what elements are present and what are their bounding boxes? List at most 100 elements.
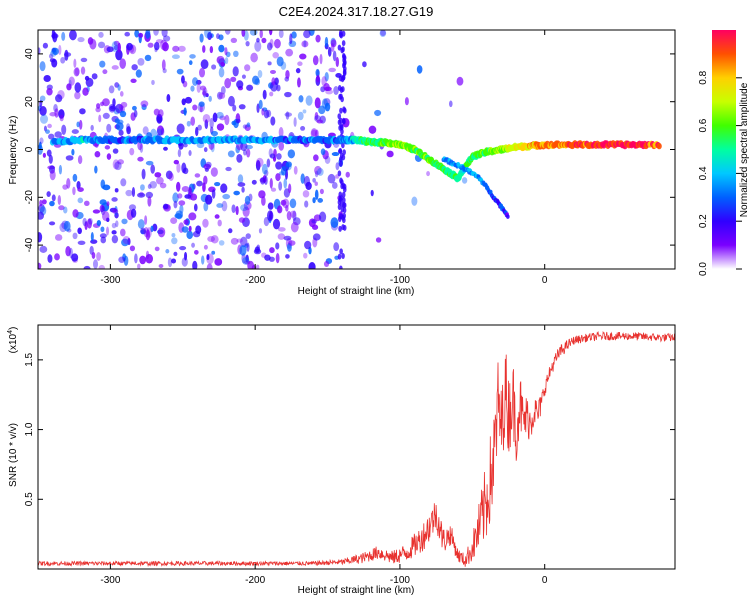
spectrogram-noise-blob [45,129,50,134]
spectrogram-noise-blob [181,75,185,84]
spectrogram-noise-blob [77,155,83,165]
spectrogram-noise-blob [368,125,377,134]
spectrogram-noise-blob [282,198,290,209]
spectrogram-noise-blob [237,174,244,184]
spectrogram-noise-blob [74,82,82,93]
spectrogram-noise-blob [448,100,453,108]
spectrogram-noise-blob [302,190,310,198]
spectrogram-noise-blob [192,260,198,269]
spectrogram-noise-blob [114,161,122,171]
spectrogram-noise-blob [314,170,319,178]
spectrogram-noise-blob [312,177,316,183]
snr-frame [37,324,676,570]
spectrogram-noise-blob [184,194,192,199]
spectrogram-noise-blob [176,68,184,75]
spectrogram-noise-blob [194,173,201,178]
spectrogram-noise-blob [335,56,340,68]
spectrogram-noise-blob [217,219,222,227]
spectrogram-noise-blob [298,95,304,103]
spectrogram-noise-blob [125,189,133,197]
spectrogram-x-label: Height of straight line (km) [298,286,415,297]
spectrogram-noise-blob [297,61,303,67]
spectrogram-y-tick-label: 40 [24,48,35,60]
spectrogram-noise-blob [112,208,119,214]
spectrogram-y-tick-label: -40 [24,237,35,252]
spectrogram-noise-blob [171,237,178,245]
spectrogram-noise-blob [47,123,52,129]
spectrogram-noise-blob [241,30,246,37]
spectrogram-noise-blob [375,237,382,243]
spectrogram-noise-blob [40,114,49,124]
spectrogram-edge-blob [341,224,345,231]
colorbar-tick-label: 0.2 [698,214,709,228]
spectrogram-noise-blob [66,178,71,189]
spectrogram-x-ticks: -300 -200 -100 0 [100,30,548,286]
spectrogram-noise-blob [39,199,43,207]
spectrogram-noise-blob [242,257,250,265]
snr-x-tick-label: -200 [245,575,265,586]
spectrogram-noise-blob [374,109,382,117]
spectrogram-noise-blob [211,250,216,255]
spectrogram-x-tick-label: -100 [390,275,410,286]
snr-multiplier-prefix: (x10 [8,333,19,353]
spectrogram-noise-blob [202,90,207,96]
spectrogram-noise-blob [51,194,56,202]
spectrogram-noise-blob [333,85,339,95]
spectrogram-noise-blob [117,159,125,165]
spectrogram-noise-blob [140,184,145,191]
spectrogram-noise-blob [283,235,292,241]
spectrogram-noise-blob [95,107,101,113]
spectrogram-noise-blob [198,101,205,107]
spectrogram-noise-blob [111,222,117,229]
spectrogram-noise-blob [189,193,198,201]
spectrogram-noise-blob [69,30,77,41]
spectrogram-noise-blob [173,251,178,257]
snr-y-tick-label: 1.0 [24,422,35,436]
spectrogram-noise-blob [131,64,138,71]
spectrogram-noise-blob [328,67,337,73]
spectrogram-noise-blob [86,218,92,229]
spectrogram-noise-blob [330,39,337,48]
spectrogram-edge-blob [337,113,342,120]
snr-series-line [38,330,675,568]
spectrogram-noise-blob [218,44,225,53]
spectrogram-noise-blob [261,37,267,44]
spectrogram-noise-blob [312,197,316,204]
spectrogram-noise-blob [60,56,66,64]
spectrogram-noise-blob [63,220,71,232]
spectrogram-noise-blob [115,220,119,228]
spectrogram-noise-blob [111,65,119,70]
spectrogram-noise-blob [196,83,201,93]
spectrogram-noise-blob [300,126,306,131]
spectrogram-edge-blob [338,191,343,198]
spectrogram-edge-blob [341,191,346,198]
spectrogram-noise-blob [142,126,149,135]
spectrogram-ridge-mark [656,142,662,150]
spectrogram-noise-blob [145,160,154,166]
spectrogram-edge-blob [339,160,343,167]
spectrogram-noise-blob [51,58,58,68]
spectrogram-noise-blob [87,37,94,45]
spectrogram-noise-blob [211,189,216,199]
spectrogram-noise-blob [154,47,158,53]
spectrogram-noise-blob [285,111,290,120]
spectrogram-noise-blob [203,175,208,185]
spectrogram-noise-blob [117,42,121,53]
spectrogram-noise-blob [207,32,212,41]
spectrogram-noise-blob [210,130,218,137]
spectrogram-noise-blob [386,150,394,158]
snr-y-ticks: 0.5 1.0 1.5 [24,352,675,506]
spectrogram-noise-blob [220,62,226,67]
spectrogram-noise-blob [165,249,170,254]
spectrogram-noise-blob [167,257,173,268]
spectrogram-noise-blob [119,110,127,118]
spectrogram-edge-blob [339,213,343,220]
spectrogram-noise-blob [115,122,124,131]
spectrogram-edge-blob [340,183,344,190]
spectrogram-noise-blob [54,234,63,241]
spectrogram-noise-blob [277,227,286,232]
spectrogram-noise-blob [65,155,74,161]
spectrogram-noise-blob [173,159,180,165]
snr-x-ticks: -300 -200 -100 0 [100,325,548,586]
spectrogram-noise-blob [288,183,292,194]
